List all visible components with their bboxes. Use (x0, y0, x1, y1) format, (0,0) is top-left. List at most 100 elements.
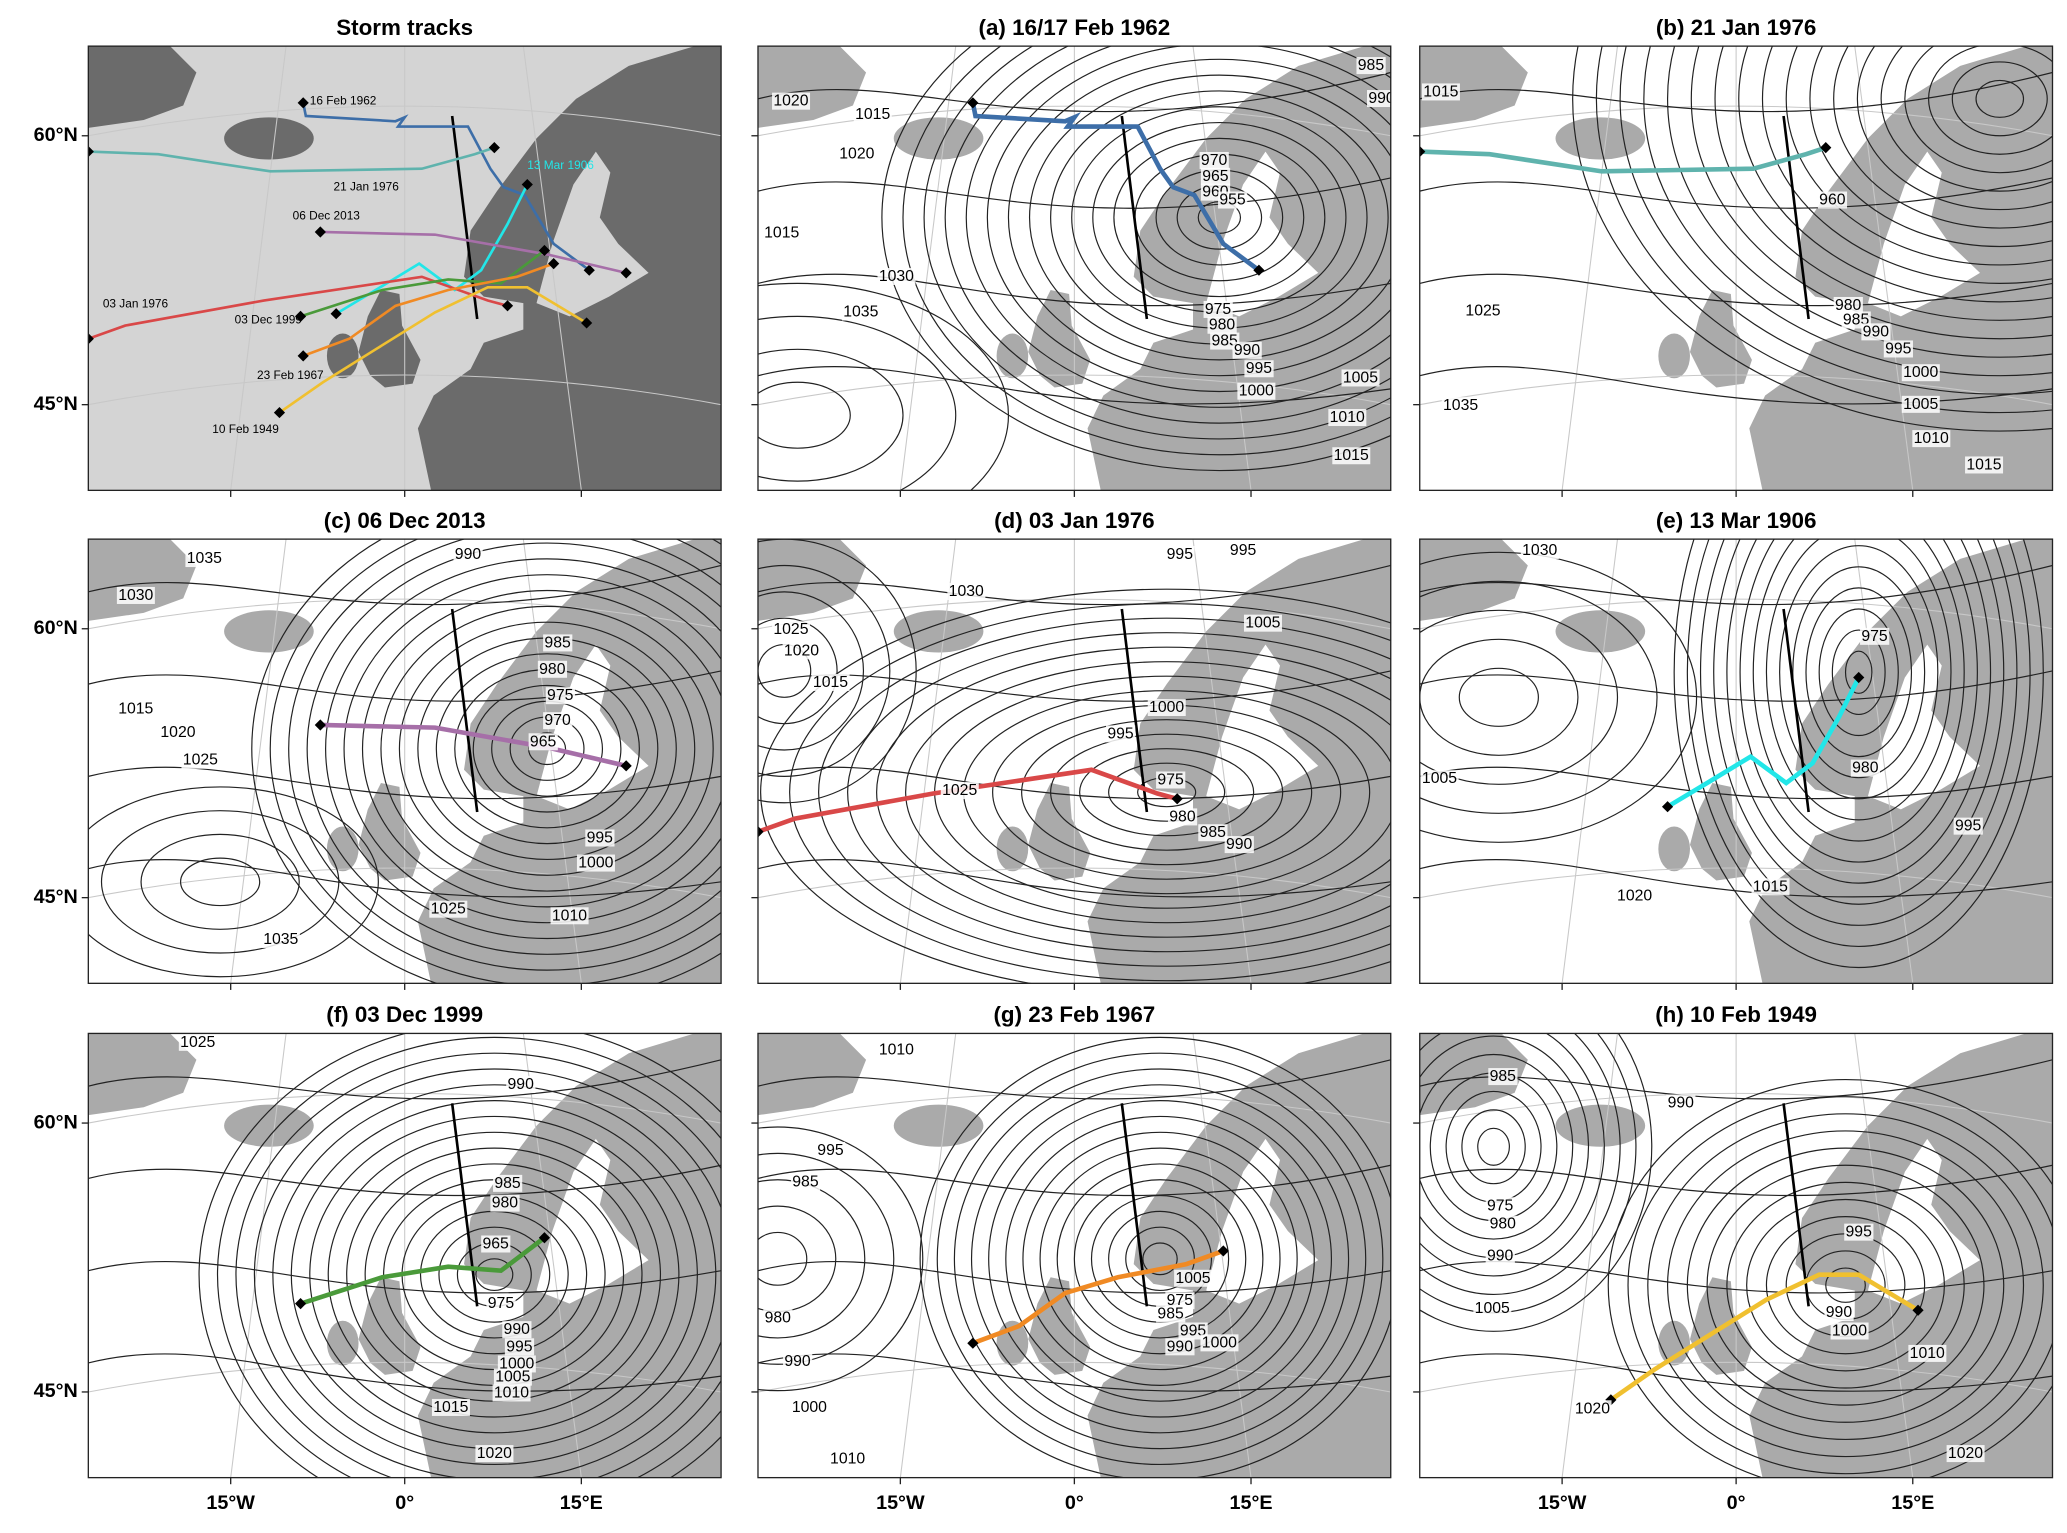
isobar (953, 1068, 1367, 1450)
label-bg (506, 1076, 536, 1094)
track-marker (501, 300, 514, 312)
label-bg (1946, 1445, 1985, 1463)
isobar (472, 684, 622, 813)
storm-track (970, 102, 1261, 273)
isobar (1809, 46, 2053, 248)
label-bg (1485, 1197, 1515, 1215)
panel-title: (f) 03 Dec 1999 (326, 1002, 483, 1027)
label-bg (493, 1174, 523, 1192)
isobar (251, 539, 722, 984)
isobar (757, 1261, 1391, 1294)
label-bg (537, 660, 568, 678)
label-bg (772, 621, 811, 639)
isobar-label: 965 (482, 1235, 509, 1252)
isobar-label: 975 (1205, 301, 1232, 318)
isobar (757, 539, 917, 804)
isobar-label: 1015 (1423, 83, 1458, 100)
isobar (757, 564, 891, 777)
isobar (1627, 1096, 2053, 1475)
map-panel: 1030 975 980 1005 995 1015 1020 (e) 13 Mar 1906 (1413, 508, 2054, 990)
label-bg (545, 687, 575, 705)
isobar (905, 661, 1391, 924)
label-bg (1106, 725, 1136, 743)
isobar (1108, 762, 1226, 822)
panel-title: (e) 13 Mar 1906 (1656, 508, 1817, 533)
lon-label: 15°W (1538, 1492, 1587, 1514)
lat-label: 60°N (34, 617, 78, 639)
panel-title: (d) 03 Jan 1976 (994, 508, 1155, 533)
graticule (230, 539, 287, 984)
lat-label: 60°N (34, 1111, 78, 1133)
label-bg (940, 782, 979, 800)
graticule (899, 46, 957, 491)
isobar (988, 1100, 1333, 1418)
graticule (522, 46, 582, 491)
isobar-label: 985 (1157, 1305, 1184, 1322)
label-bg (1421, 83, 1460, 101)
isobar (944, 46, 1391, 424)
isobar-label: 975 (1487, 1197, 1514, 1214)
isobar-label: 1035 (843, 304, 878, 321)
land (757, 1033, 867, 1116)
isobar-label: 1035 (187, 550, 222, 567)
label-bg (1218, 191, 1248, 209)
label-bg (1203, 300, 1233, 318)
isobar (309, 1115, 680, 1434)
isobar (88, 1059, 722, 1100)
label-bg (1199, 151, 1229, 169)
isobar (1765, 539, 1952, 821)
isobar-label: 995 (1846, 1224, 1873, 1241)
isobar (1419, 766, 2053, 800)
isobar (1779, 545, 1939, 800)
label-bg (1167, 808, 1198, 826)
label-bg (1178, 1322, 1208, 1340)
label-bg (576, 854, 615, 872)
label-bg (1965, 456, 2004, 474)
track-label: 16 Feb 1962 (310, 94, 377, 108)
land (88, 539, 197, 621)
isobar (965, 46, 1391, 408)
isobar (1714, 46, 2053, 321)
isobar (1056, 1163, 1264, 1355)
label-bg (1341, 369, 1380, 387)
label-bg (543, 634, 573, 652)
isobar (1419, 859, 2053, 898)
map-panel: 1010995985980990100010109759859909951000… (751, 1002, 1392, 1514)
isobar-label: 995 (506, 1338, 533, 1355)
sea (536, 151, 649, 317)
label-bg (1200, 1334, 1239, 1352)
isobar (1686, 539, 2031, 947)
land (224, 610, 314, 653)
isobar (1007, 58, 1391, 377)
isobar-label: 970 (544, 712, 571, 729)
isobar (1461, 1109, 1526, 1185)
land (1658, 826, 1690, 872)
isobar-label: 1015 (1334, 447, 1369, 464)
isobar (757, 1179, 866, 1339)
isobar-label: 965 (1202, 168, 1229, 185)
isobar (757, 282, 1009, 491)
isobar-label: 980 (1852, 760, 1879, 777)
isobar (1073, 1179, 1247, 1339)
isobar (1643, 46, 2053, 377)
isobar (1572, 46, 2053, 432)
isobar (818, 617, 1391, 967)
isobar (288, 539, 722, 971)
isobar (1951, 61, 2048, 137)
isobar-label: 985 (1490, 1068, 1517, 1085)
isobar (757, 564, 1391, 606)
isobar (1706, 1164, 1985, 1406)
label-bg (1485, 1247, 1515, 1265)
isobar-label: 1005 (1903, 396, 1938, 413)
label-bg (1844, 1223, 1874, 1241)
track-label: 03 Dec 1999 (235, 312, 303, 326)
isobar-label: 1020 (1575, 1400, 1610, 1417)
label-bg (1520, 542, 1559, 560)
graticule (899, 1033, 957, 1478)
isobar (398, 621, 696, 876)
lon-label: 0° (395, 1492, 414, 1514)
label-bg (1901, 364, 1940, 382)
isobar-label: 1015 (1966, 456, 2001, 473)
lat-label: 60°N (34, 124, 78, 146)
